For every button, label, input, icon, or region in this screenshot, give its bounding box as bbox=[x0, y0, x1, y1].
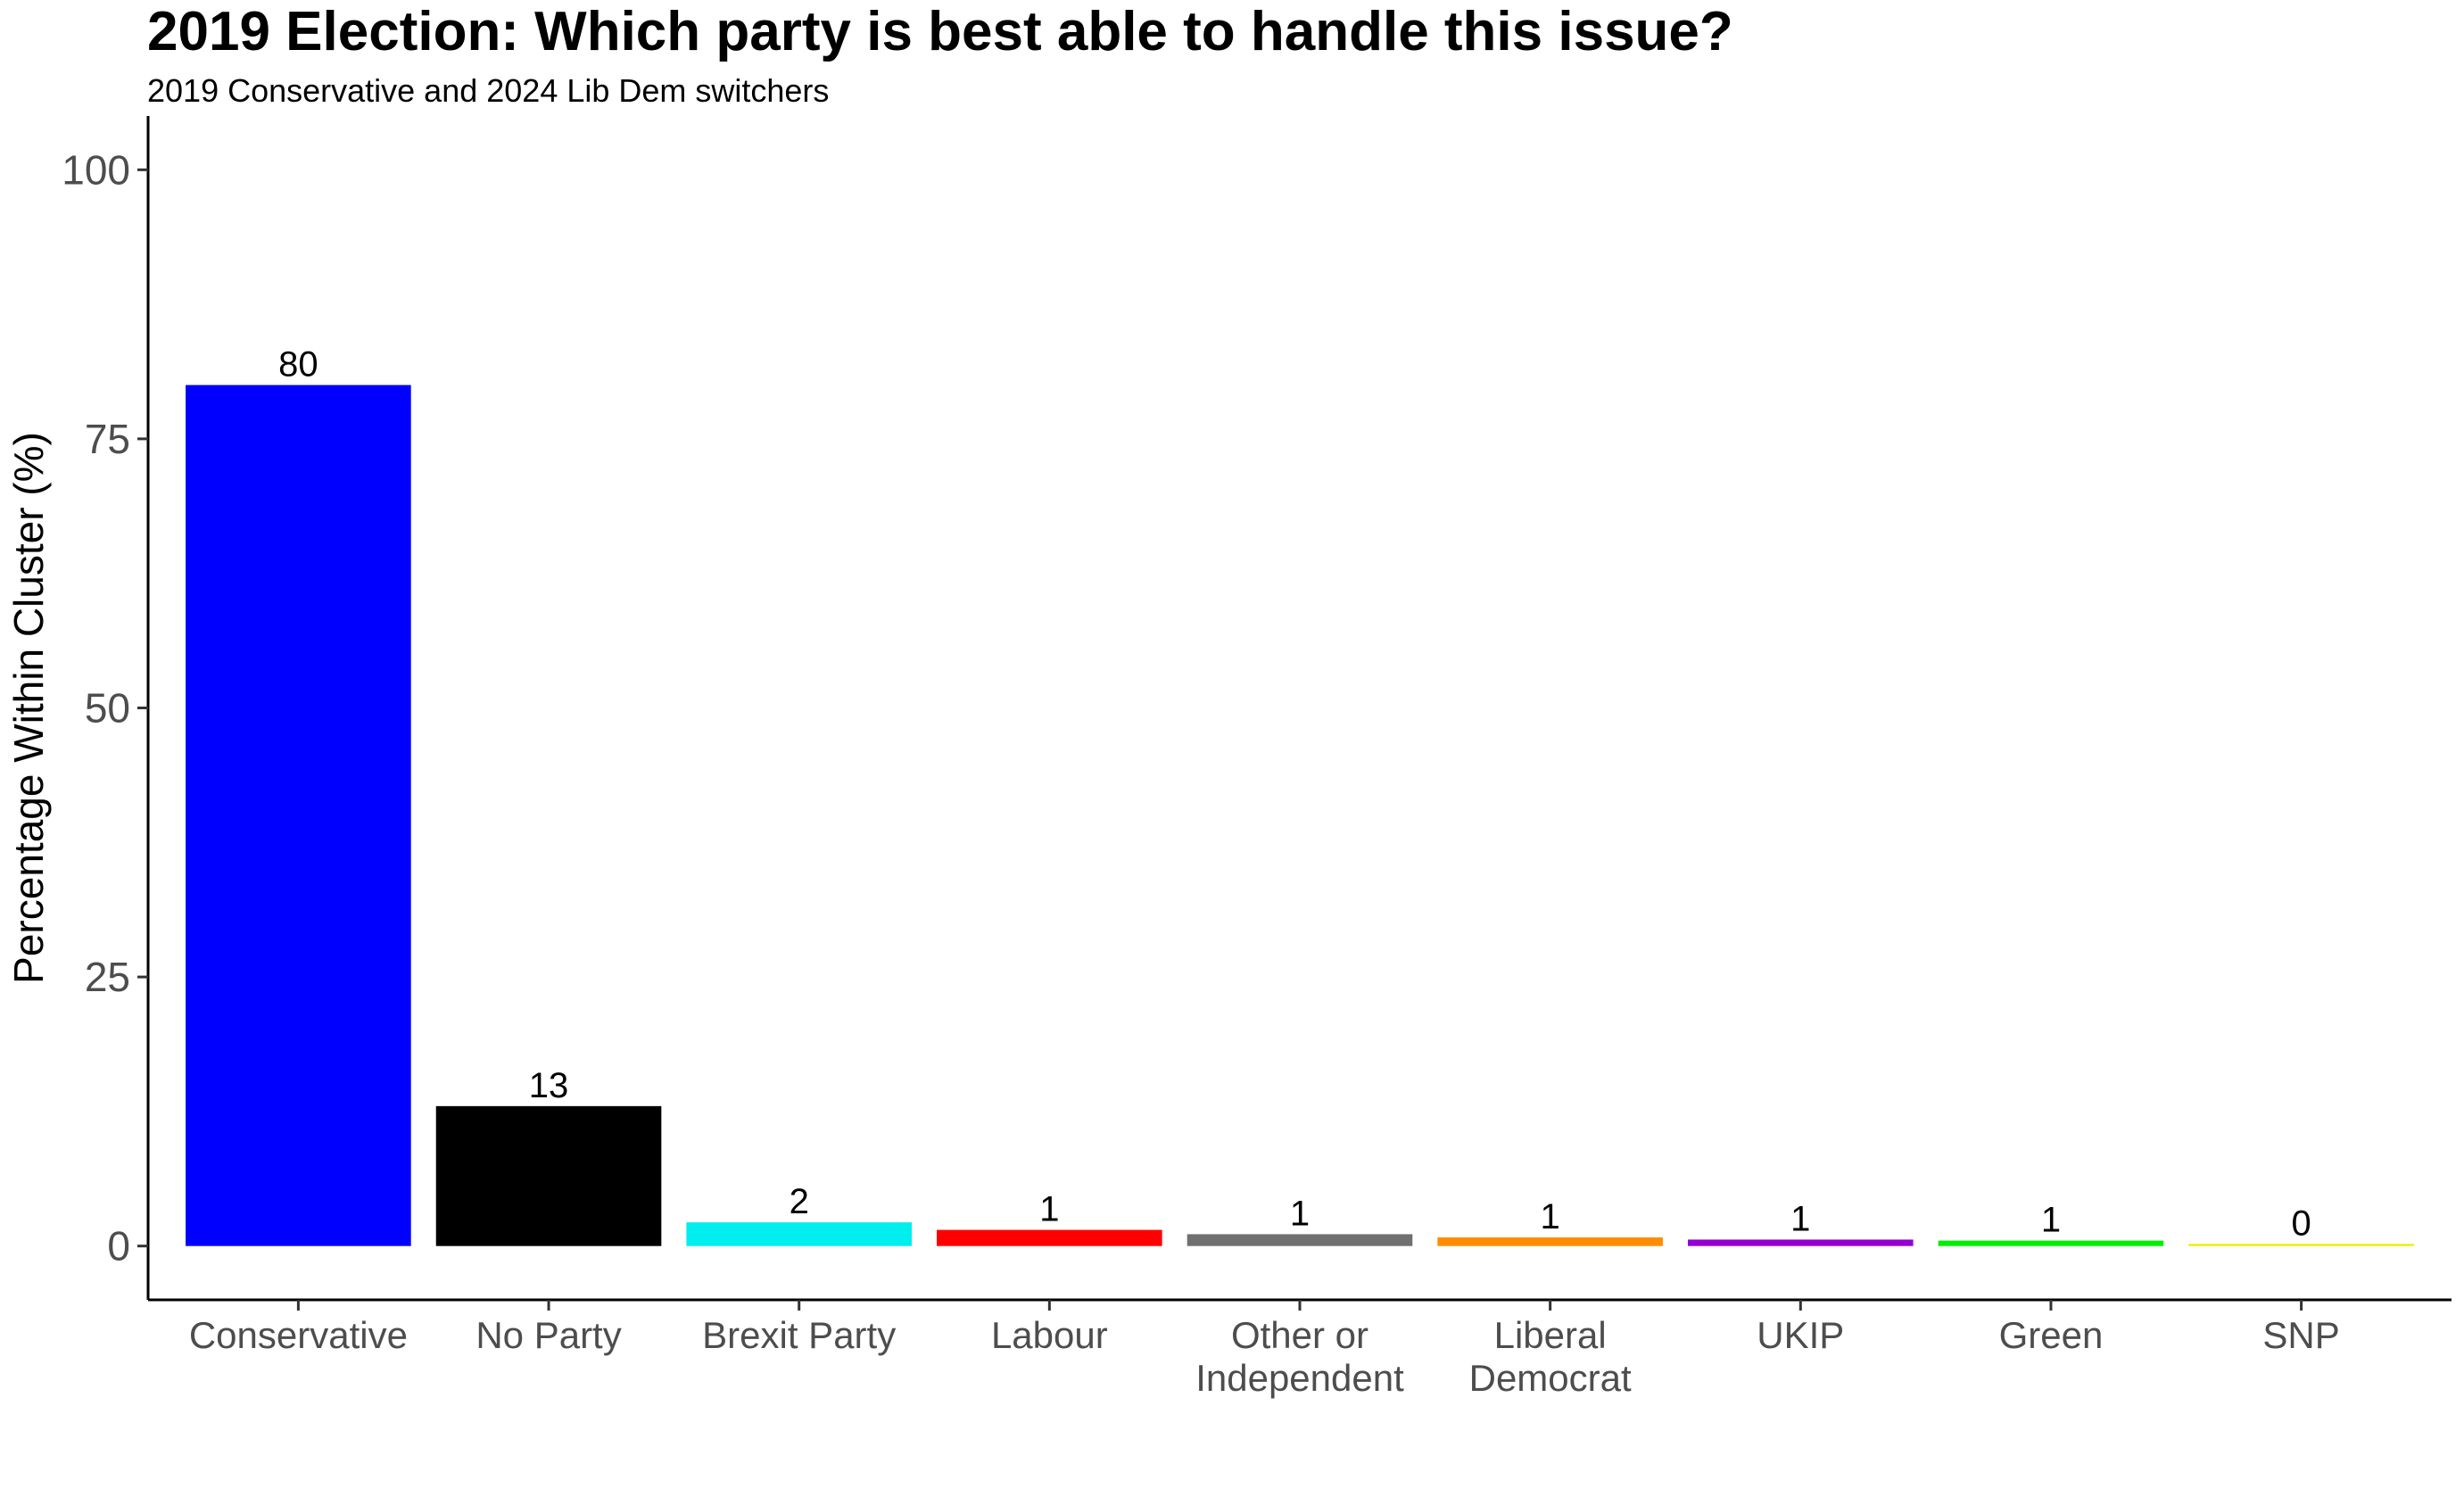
x-tick-label: SNP bbox=[2262, 1314, 2339, 1356]
bar-value-label: 13 bbox=[529, 1066, 569, 1105]
x-tick-label-line: Other or bbox=[1231, 1314, 1368, 1356]
y-tick-label: 75 bbox=[85, 416, 130, 462]
y-axis-title: Percentage Within Cluster (%) bbox=[5, 432, 52, 984]
bar-value-label: 1 bbox=[1290, 1194, 1310, 1233]
x-tick-label-line: Independent bbox=[1195, 1357, 1404, 1399]
y-axis-title-group: Percentage Within Cluster (%) bbox=[5, 432, 52, 984]
y-tick-label: 0 bbox=[107, 1223, 130, 1270]
x-tick-label-line: Brexit Party bbox=[702, 1314, 896, 1356]
y-tick-label: 50 bbox=[85, 685, 130, 732]
x-tick-label-line: SNP bbox=[2262, 1314, 2339, 1356]
category-labels: Conservative No Party Brexit Party Labour Ot… bbox=[189, 1314, 2340, 1399]
bar-value-label: 1 bbox=[2041, 1201, 2061, 1240]
x-tick-label: Other or Independent bbox=[1195, 1314, 1404, 1399]
x-tick-label: Labour bbox=[991, 1314, 1108, 1356]
chart-subtitle: 2019 Conservative and 2024 Lib Dem switc… bbox=[147, 72, 830, 109]
x-tick-label: Green bbox=[1999, 1314, 2104, 1356]
bar bbox=[1437, 1237, 1663, 1246]
y-axis: 0 25 50 75 100 bbox=[62, 116, 150, 1300]
x-tick-label-line: Green bbox=[1999, 1314, 2104, 1356]
x-tick-label-line: No Party bbox=[475, 1314, 621, 1356]
bar bbox=[1938, 1240, 2164, 1246]
x-tick-label-line: Democrat bbox=[1469, 1357, 1632, 1399]
x-tick-label-line: Conservative bbox=[189, 1314, 408, 1356]
bar bbox=[1688, 1239, 1914, 1246]
x-axis bbox=[148, 1298, 2452, 1311]
bar-value-label: 2 bbox=[790, 1182, 809, 1221]
bar bbox=[435, 1105, 662, 1246]
bar-value-label: 1 bbox=[1541, 1197, 1560, 1236]
bar-value-label: 80 bbox=[278, 345, 318, 385]
x-tick-label-line: Labour bbox=[991, 1314, 1108, 1356]
x-tick-label: Brexit Party bbox=[702, 1314, 896, 1356]
bar bbox=[686, 1222, 912, 1246]
x-tick-label: No Party bbox=[475, 1314, 621, 1356]
bar-value-label: 1 bbox=[1039, 1190, 1059, 1229]
y-tick-label: 100 bbox=[62, 146, 130, 193]
bar bbox=[2188, 1244, 2414, 1246]
x-tick-label: Liberal Democrat bbox=[1469, 1314, 1632, 1399]
bar bbox=[937, 1229, 1162, 1246]
bar bbox=[186, 385, 411, 1246]
bar-value-label: 0 bbox=[2291, 1203, 2311, 1243]
x-tick-label: UKIP bbox=[1757, 1314, 1844, 1356]
value-labels: 80 13 2 1 1 1 1 1 0 bbox=[278, 345, 2311, 1244]
bars bbox=[186, 385, 2414, 1246]
chart-title: 2019 Election: Which party is best able … bbox=[147, 1, 1733, 62]
y-tick-label: 25 bbox=[85, 954, 130, 1000]
x-tick-label-line: Liberal bbox=[1494, 1314, 1607, 1356]
x-tick-label: Conservative bbox=[189, 1314, 408, 1356]
x-tick-label-line: UKIP bbox=[1757, 1314, 1844, 1356]
bar bbox=[1187, 1234, 1413, 1246]
bar-value-label: 1 bbox=[1790, 1199, 1810, 1238]
